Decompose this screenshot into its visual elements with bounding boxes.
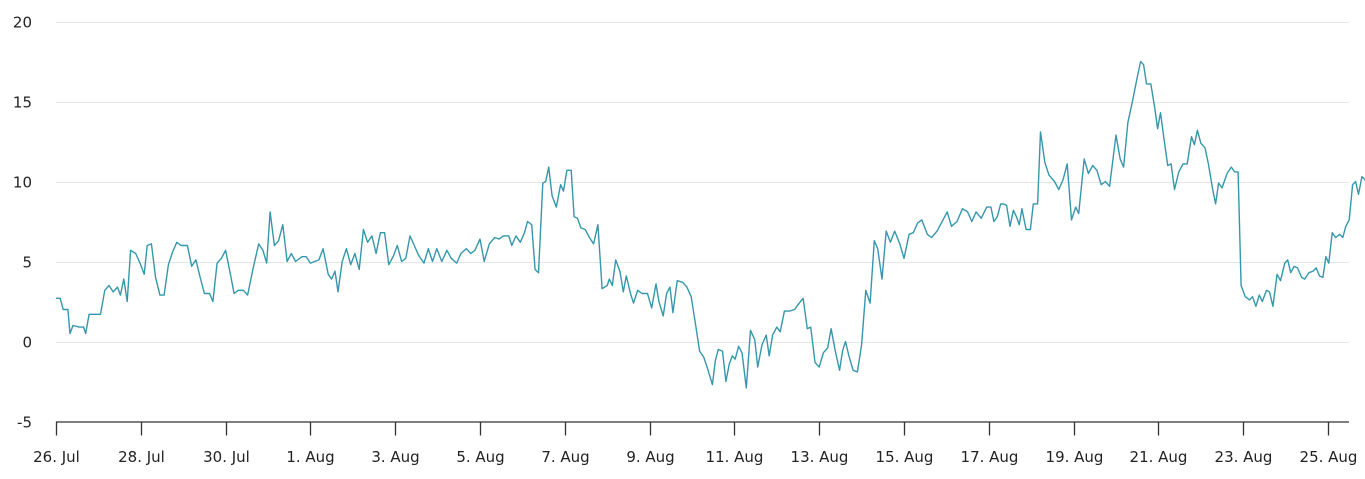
y-tick-label: 15: [13, 94, 32, 112]
x-tick-label: 19. Aug: [1046, 448, 1104, 466]
x-tick-label: 21. Aug: [1130, 448, 1188, 466]
x-tick-label: 1. Aug: [286, 448, 334, 466]
y-tick-label: 0: [22, 334, 32, 352]
x-tick-label: 11. Aug: [706, 448, 764, 466]
y-tick-label: 20: [13, 14, 32, 32]
y-tick-label: 10: [13, 174, 32, 192]
gridlines: [56, 22, 1349, 343]
x-tick-label: 3. Aug: [371, 448, 419, 466]
y-tick-label: 5: [22, 254, 32, 272]
series-line: [56, 60, 1365, 389]
x-tick-label: 5. Aug: [456, 448, 504, 466]
x-tick-label: 28. Jul: [118, 448, 165, 466]
x-tick-label: 23. Aug: [1215, 448, 1273, 466]
y-tick-label: -5: [17, 414, 32, 432]
y-axis-labels: -5 0 5 10 15 20: [13, 14, 32, 432]
x-tick-label: 26. Jul: [33, 448, 80, 466]
x-axis: 26. Jul 28. Jul 30. Jul 1. Aug 3. Aug 5. Aug 7…: [33, 421, 1358, 466]
x-tick-label: 30. Jul: [203, 448, 250, 466]
x-tick-label: 15. Aug: [876, 448, 934, 466]
x-tick-label: 17. Aug: [961, 448, 1019, 466]
x-tick-label: 7. Aug: [541, 448, 589, 466]
x-tick-label: 25. Aug: [1300, 448, 1358, 466]
x-tick-label: 9. Aug: [626, 448, 674, 466]
x-tick-label: 13. Aug: [791, 448, 849, 466]
